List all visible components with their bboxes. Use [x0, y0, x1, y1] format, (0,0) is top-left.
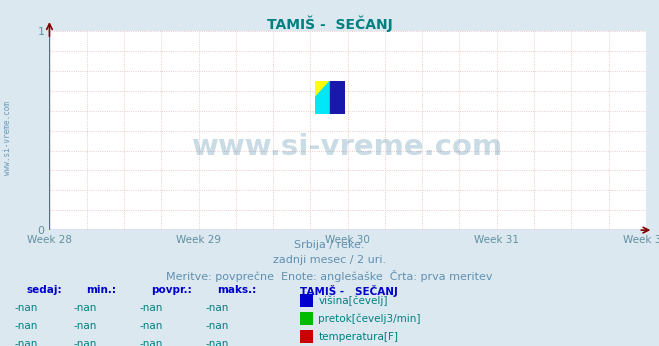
Text: -nan: -nan: [140, 321, 163, 331]
Polygon shape: [315, 81, 330, 114]
Text: maks.:: maks.:: [217, 285, 257, 295]
Text: TAMIŠ -   SEČANJ: TAMIŠ - SEČANJ: [300, 285, 398, 298]
Text: sedaj:: sedaj:: [26, 285, 62, 295]
Text: -nan: -nan: [206, 339, 229, 346]
Text: zadnji mesec / 2 uri.: zadnji mesec / 2 uri.: [273, 255, 386, 265]
Text: -nan: -nan: [74, 321, 98, 331]
Text: Meritve: povprečne  Enote: anglešaške  Črta: prva meritev: Meritve: povprečne Enote: anglešaške Črt…: [166, 270, 493, 282]
Text: Srbija / reke.: Srbija / reke.: [295, 240, 364, 251]
Text: -nan: -nan: [14, 321, 38, 331]
Text: TAMIŠ -  SEČANJ: TAMIŠ - SEČANJ: [267, 16, 392, 32]
Text: -nan: -nan: [206, 321, 229, 331]
Text: -nan: -nan: [140, 303, 163, 313]
Text: -nan: -nan: [14, 303, 38, 313]
Text: -nan: -nan: [206, 303, 229, 313]
Text: višina[čevelj]: višina[čevelj]: [318, 295, 387, 306]
Text: www.si-vreme.com: www.si-vreme.com: [192, 133, 503, 161]
Text: -nan: -nan: [140, 339, 163, 346]
Text: povpr.:: povpr.:: [152, 285, 192, 295]
Text: www.si-vreme.com: www.si-vreme.com: [3, 101, 13, 175]
Text: min.:: min.:: [86, 285, 116, 295]
Text: temperatura[F]: temperatura[F]: [318, 332, 398, 342]
Text: -nan: -nan: [74, 303, 98, 313]
Polygon shape: [330, 81, 345, 114]
Polygon shape: [315, 81, 330, 98]
Text: pretok[čevelj3/min]: pretok[čevelj3/min]: [318, 313, 421, 324]
Text: -nan: -nan: [14, 339, 38, 346]
Text: -nan: -nan: [74, 339, 98, 346]
